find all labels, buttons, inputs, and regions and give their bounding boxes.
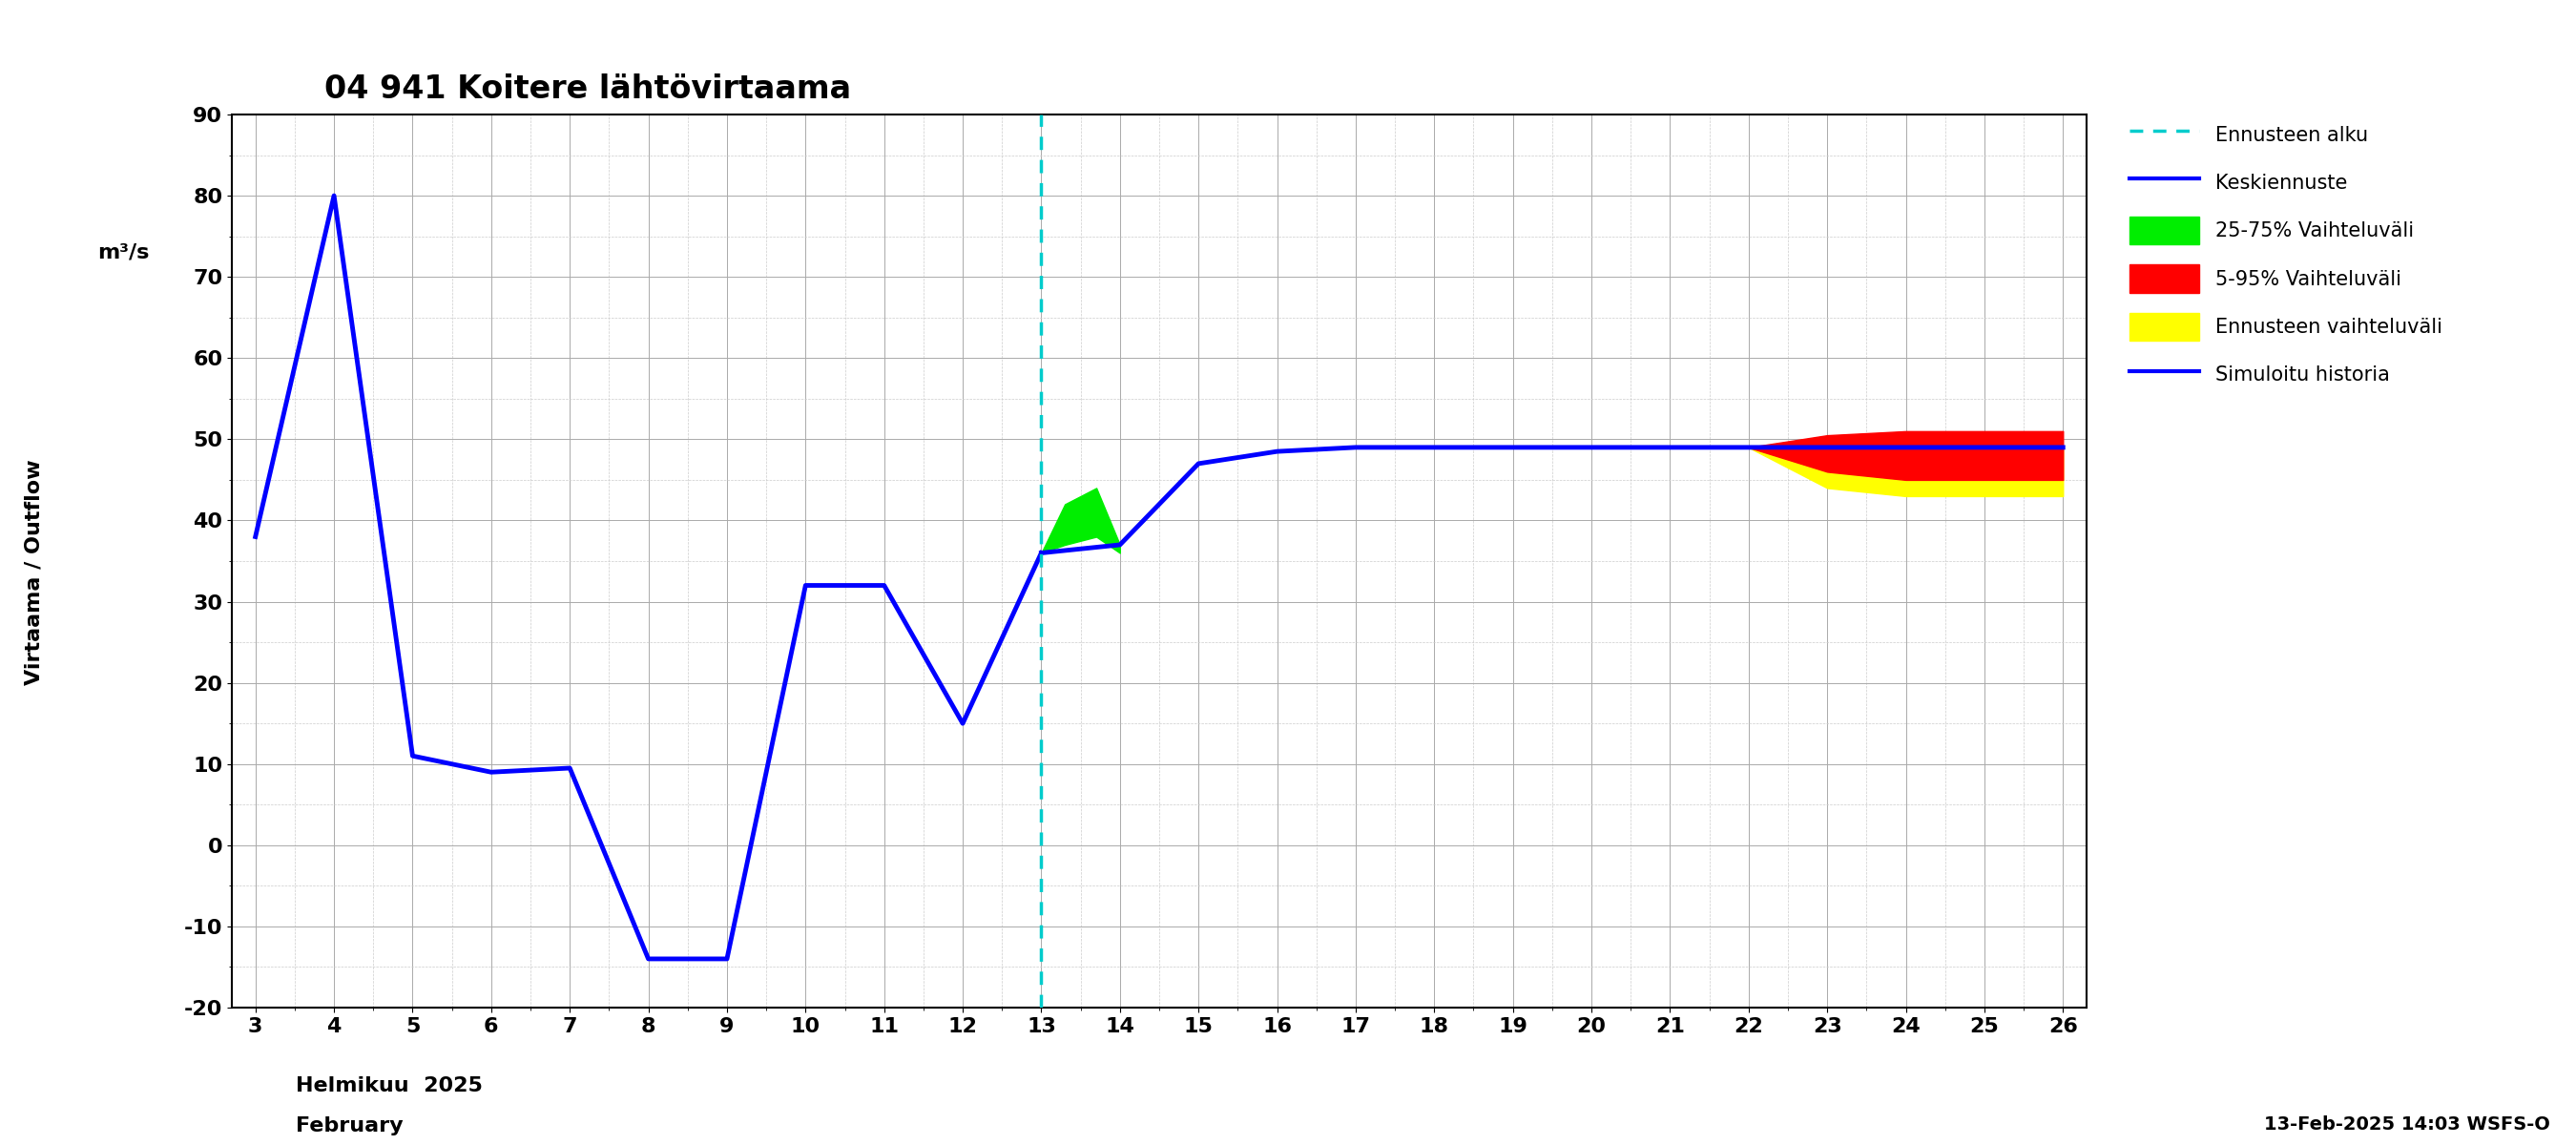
Text: Helmikuu  2025: Helmikuu 2025: [296, 1076, 484, 1096]
Text: 04 941 Koitere lähtövirtaama: 04 941 Koitere lähtövirtaama: [325, 73, 850, 105]
Text: February: February: [296, 1116, 404, 1136]
Text: 13-Feb-2025 14:03 WSFS-O: 13-Feb-2025 14:03 WSFS-O: [2264, 1115, 2550, 1134]
Legend: Ennusteen alku, Keskiennuste, 25-75% Vaihteluväli, 5-95% Vaihteluväli, Ennusteen: Ennusteen alku, Keskiennuste, 25-75% Vai…: [2123, 114, 2447, 395]
Text: Virtaama / Outflow: Virtaama / Outflow: [23, 459, 44, 686]
Text: m³/s: m³/s: [98, 243, 149, 261]
